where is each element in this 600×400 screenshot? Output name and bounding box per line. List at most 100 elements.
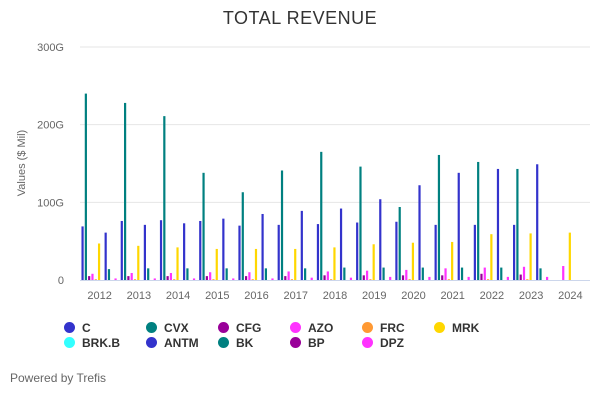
bar-azo xyxy=(483,267,486,280)
bar-c xyxy=(356,222,359,280)
bar-mrk xyxy=(294,248,297,280)
legend-item-frc[interactable]: FRC xyxy=(362,320,434,335)
legend-label: C xyxy=(82,320,91,335)
legend-label: DPZ xyxy=(380,335,404,350)
bar-frc xyxy=(212,279,215,280)
legend-item-bk[interactable]: BK xyxy=(218,335,290,350)
bar-frc xyxy=(486,279,490,280)
legend-label: BK xyxy=(236,335,254,350)
legend-item-azo[interactable]: AZO xyxy=(290,320,362,335)
legend-item-brk-b[interactable]: BRK.B xyxy=(64,335,146,350)
legend-marker-icon xyxy=(218,322,229,333)
legend-item-mrk[interactable]: MRK xyxy=(434,320,506,335)
bar-c xyxy=(395,221,398,280)
bar-cfg xyxy=(401,275,405,280)
legend-item-cvx[interactable]: CVX xyxy=(146,320,218,335)
legend-item-antm[interactable]: ANTM xyxy=(146,335,218,350)
x-tick-label: 2012 xyxy=(87,290,111,302)
bar-bk xyxy=(264,268,267,280)
bar-bk xyxy=(186,268,189,280)
legend-label: MRK xyxy=(452,320,480,335)
legend-marker-icon xyxy=(64,337,75,348)
bar-bk xyxy=(460,267,464,280)
bar-cvx xyxy=(359,166,362,280)
bar-frc xyxy=(94,279,97,280)
bar-antm xyxy=(339,208,343,280)
bar-bk xyxy=(500,267,503,280)
bar-frc xyxy=(251,279,254,280)
bar-cvx xyxy=(163,116,166,280)
y-tick-label: 200G xyxy=(37,120,64,132)
legend: C CVX CFG AZO FRC MRK BRK.B ANTM BK BP DPZ xyxy=(64,320,584,350)
bar-cvx xyxy=(398,206,401,280)
bar-antm xyxy=(261,213,264,280)
x-tick-label: 2021 xyxy=(440,290,464,302)
legend-label: FRC xyxy=(380,320,405,335)
bar-antm xyxy=(457,172,460,280)
x-tick-label: 2015 xyxy=(205,290,229,302)
bar-azo xyxy=(287,271,290,280)
bar-bk xyxy=(539,268,542,280)
bar-cvx xyxy=(84,93,87,280)
bar-antm xyxy=(183,223,186,280)
bar-mrk xyxy=(529,233,532,280)
bar-azo xyxy=(169,273,173,280)
bar-cvx xyxy=(241,192,244,280)
bar-azo xyxy=(405,269,408,280)
legend-label: ANTM xyxy=(164,335,199,350)
legend-item-cfg[interactable]: CFG xyxy=(218,320,290,335)
bar-cvx xyxy=(280,170,284,280)
bar-c xyxy=(277,224,280,280)
bar-c xyxy=(120,220,123,280)
bar-frc xyxy=(173,279,176,280)
bar-cvx xyxy=(123,102,127,280)
bar-c xyxy=(316,224,320,280)
legend-marker-icon xyxy=(290,337,301,348)
bar-mrk xyxy=(254,248,258,280)
bar-azo xyxy=(326,271,329,280)
legend-label: BRK.B xyxy=(82,335,120,350)
bar-frc xyxy=(447,279,450,280)
x-tick-label: 2024 xyxy=(558,290,582,302)
bar-cfg xyxy=(205,276,208,280)
bar-frc xyxy=(133,279,137,280)
bar-azo xyxy=(562,266,565,280)
bar-cfg xyxy=(323,275,326,280)
legend-marker-icon xyxy=(146,322,157,333)
bar-antm xyxy=(496,168,500,280)
legend-item-bp[interactable]: BP xyxy=(290,335,362,350)
legend-item-dpz[interactable]: DPZ xyxy=(362,335,434,350)
bar-c xyxy=(434,224,437,280)
bar-antm xyxy=(418,185,421,280)
x-tick-label: 2023 xyxy=(519,290,543,302)
bar-cfg xyxy=(519,274,522,280)
bar-azo xyxy=(522,266,526,280)
x-tick-label: 2014 xyxy=(166,290,190,302)
bar-mrk xyxy=(490,234,493,280)
legend-item-c[interactable]: C xyxy=(64,320,146,335)
legend-marker-icon xyxy=(434,322,445,333)
bar-dpz xyxy=(389,276,392,280)
footer-credit: Powered by Trefis xyxy=(10,371,107,385)
bar-mrk xyxy=(451,241,454,280)
bar-dpz xyxy=(153,278,156,280)
bar-frc xyxy=(330,279,333,280)
bar-azo xyxy=(248,272,251,280)
bar-bk xyxy=(225,268,228,280)
bar-dpz xyxy=(310,277,313,280)
bar-cvx xyxy=(437,154,441,280)
bar-dpz xyxy=(349,277,353,280)
legend-marker-icon xyxy=(290,322,301,333)
bar-c xyxy=(473,224,476,280)
bar-antm xyxy=(379,199,382,280)
bar-c xyxy=(81,226,84,280)
bar-dpz xyxy=(506,276,509,280)
bar-c xyxy=(159,220,163,280)
bar-mrk xyxy=(215,248,218,280)
bar-antm xyxy=(300,210,303,280)
bar-mrk xyxy=(568,232,571,280)
bar-dpz xyxy=(428,276,431,280)
bar-cvx xyxy=(202,172,205,280)
bar-mrk xyxy=(176,247,179,280)
